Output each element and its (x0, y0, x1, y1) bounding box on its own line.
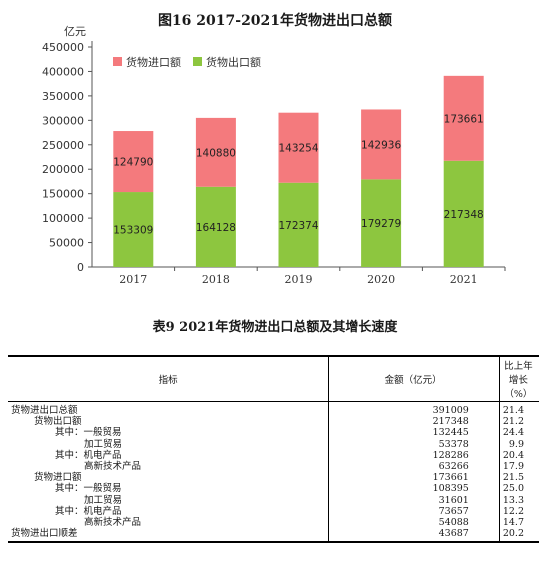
row-growth: 24.4 (498, 427, 539, 439)
x-tick-label: 2021 (450, 273, 478, 286)
bar-export (113, 192, 154, 267)
y-tick-label: 300000 (42, 114, 84, 127)
header-indicator: 指标 (8, 355, 329, 402)
y-tick-label: 400000 (42, 65, 84, 78)
bar-data-label: 153309 (113, 225, 153, 237)
row-growth: 21.2 (498, 416, 539, 428)
row-label: 货物出口额 (34, 416, 82, 428)
row-label: 其中：一般贸易 (55, 483, 122, 495)
bar-import (195, 117, 236, 187)
bar-data-label: 173661 (444, 113, 484, 125)
row-amount: 391009 (328, 401, 500, 417)
row-amount: 128286 (328, 449, 500, 461)
bar-data-label: 172374 (278, 220, 318, 232)
row-label: 其中：机电产品 (55, 505, 122, 517)
header-amount: 金额（亿元） (328, 355, 500, 402)
row-label: 其中：一般贸易 (55, 427, 122, 439)
row-label: 加工贸易 (84, 494, 123, 506)
legend-swatch (113, 57, 122, 66)
x-tick-label: 2017 (119, 273, 147, 286)
row-amount: 108395 (328, 483, 500, 495)
table-row: 货物进出口顺差 43687 20.2 (8, 528, 539, 544)
row-growth: 12.2 (498, 505, 539, 517)
y-tick-label: 450000 (42, 41, 84, 54)
row-amount: 63266 (328, 460, 500, 473)
table-header-row: 指标 金额（亿元） 比上年增长（%） (8, 355, 539, 402)
row-growth: 17.9 (498, 460, 539, 473)
row-amount: 53378 (328, 438, 500, 450)
legend-swatch (193, 57, 202, 66)
bar-export (443, 160, 484, 267)
trade-table: 指标 金额（亿元） 比上年增长（%） 货物进出口总额 391009 21.4 货物出口… (8, 355, 539, 544)
y-tick-label: 250000 (42, 139, 84, 152)
figure-title: 图16 2017-2021年货物进出口总额 (157, 13, 393, 29)
table-row: 货物进口额 173661 21.5 (8, 472, 539, 484)
y-tick-label: 50000 (49, 237, 84, 250)
bar-data-label: 143254 (278, 143, 318, 155)
table-row: 其中：一般贸易 132445 24.4 (8, 427, 539, 439)
row-growth: 20.2 (498, 528, 539, 544)
row-growth: 25.0 (498, 483, 539, 495)
table-row: 其中：机电产品 128286 20.4 (8, 449, 539, 461)
legend-label: 货物进口额 (126, 55, 181, 69)
bar-export (278, 182, 319, 267)
bar-export (195, 186, 236, 267)
y-tick-label: 150000 (42, 188, 84, 201)
bar-data-label: 142936 (361, 139, 401, 151)
bar-import (443, 75, 484, 161)
y-tick-label: 100000 (42, 212, 84, 225)
header-growth: 比上年增长（%） (498, 355, 539, 402)
row-amount: 43687 (328, 528, 500, 544)
table-row: 货物进出口总额 391009 21.4 (8, 401, 539, 417)
table-row: 其中：一般贸易 108395 25.0 (8, 483, 539, 495)
y-unit-label: 亿元 (64, 25, 86, 38)
bar-export (361, 179, 402, 267)
stacked-bar-chart: 亿元 0 50000 100000 150000 200000 250000 300000 35… (42, 25, 506, 286)
row-growth: 20.4 (498, 449, 539, 461)
table-row: 加工贸易 53378 9.9 (8, 438, 539, 450)
table-row: 高新技术产品 54088 14.7 (8, 516, 539, 529)
row-amount: 217348 (328, 416, 500, 428)
y-tick-label: 0 (77, 261, 84, 274)
row-amount: 132445 (328, 427, 500, 439)
row-label: 货物进出口顺差 (8, 528, 329, 544)
table-row: 货物出口额 217348 21.2 (8, 416, 539, 428)
row-label: 加工贸易 (84, 438, 123, 450)
row-amount: 73657 (328, 505, 500, 517)
row-growth: 13.3 (498, 494, 539, 506)
row-growth: 21.4 (498, 401, 539, 417)
x-tick-label: 2020 (367, 273, 395, 286)
row-amount: 54088 (328, 516, 500, 529)
bar-import (113, 131, 154, 193)
row-label: 高新技术产品 (84, 516, 142, 528)
x-tick-label: 2018 (202, 273, 230, 286)
bar-import (278, 112, 319, 183)
table-row: 高新技术产品 63266 17.9 (8, 460, 539, 473)
row-label: 高新技术产品 (84, 461, 142, 473)
bar-data-label: 217348 (444, 209, 484, 221)
bar-import (361, 109, 402, 180)
bar-data-label: 124790 (113, 157, 153, 169)
bar-data-label: 140880 (196, 147, 236, 159)
row-amount: 173661 (328, 472, 500, 484)
table-title: 表9 2021年货物进出口总额及其增长速度 (152, 320, 398, 335)
row-label: 其中：机电产品 (55, 449, 122, 461)
row-growth: 9.9 (498, 438, 539, 450)
y-tick-label: 350000 (42, 90, 84, 103)
legend-label: 货物出口额 (206, 55, 261, 69)
table-row: 其中：机电产品 73657 12.2 (8, 505, 539, 517)
bar-data-label: 179279 (361, 218, 401, 230)
x-tick-label: 2019 (285, 273, 313, 286)
row-growth: 21.5 (498, 472, 539, 484)
row-amount: 31601 (328, 494, 500, 506)
row-label: 货物进口额 (34, 472, 82, 484)
table-row: 加工贸易 31601 13.3 (8, 494, 539, 506)
row-growth: 14.7 (498, 516, 539, 529)
bar-data-label: 164128 (196, 222, 236, 234)
y-tick-label: 200000 (42, 163, 84, 176)
row-label: 货物进出口总额 (11, 405, 78, 417)
